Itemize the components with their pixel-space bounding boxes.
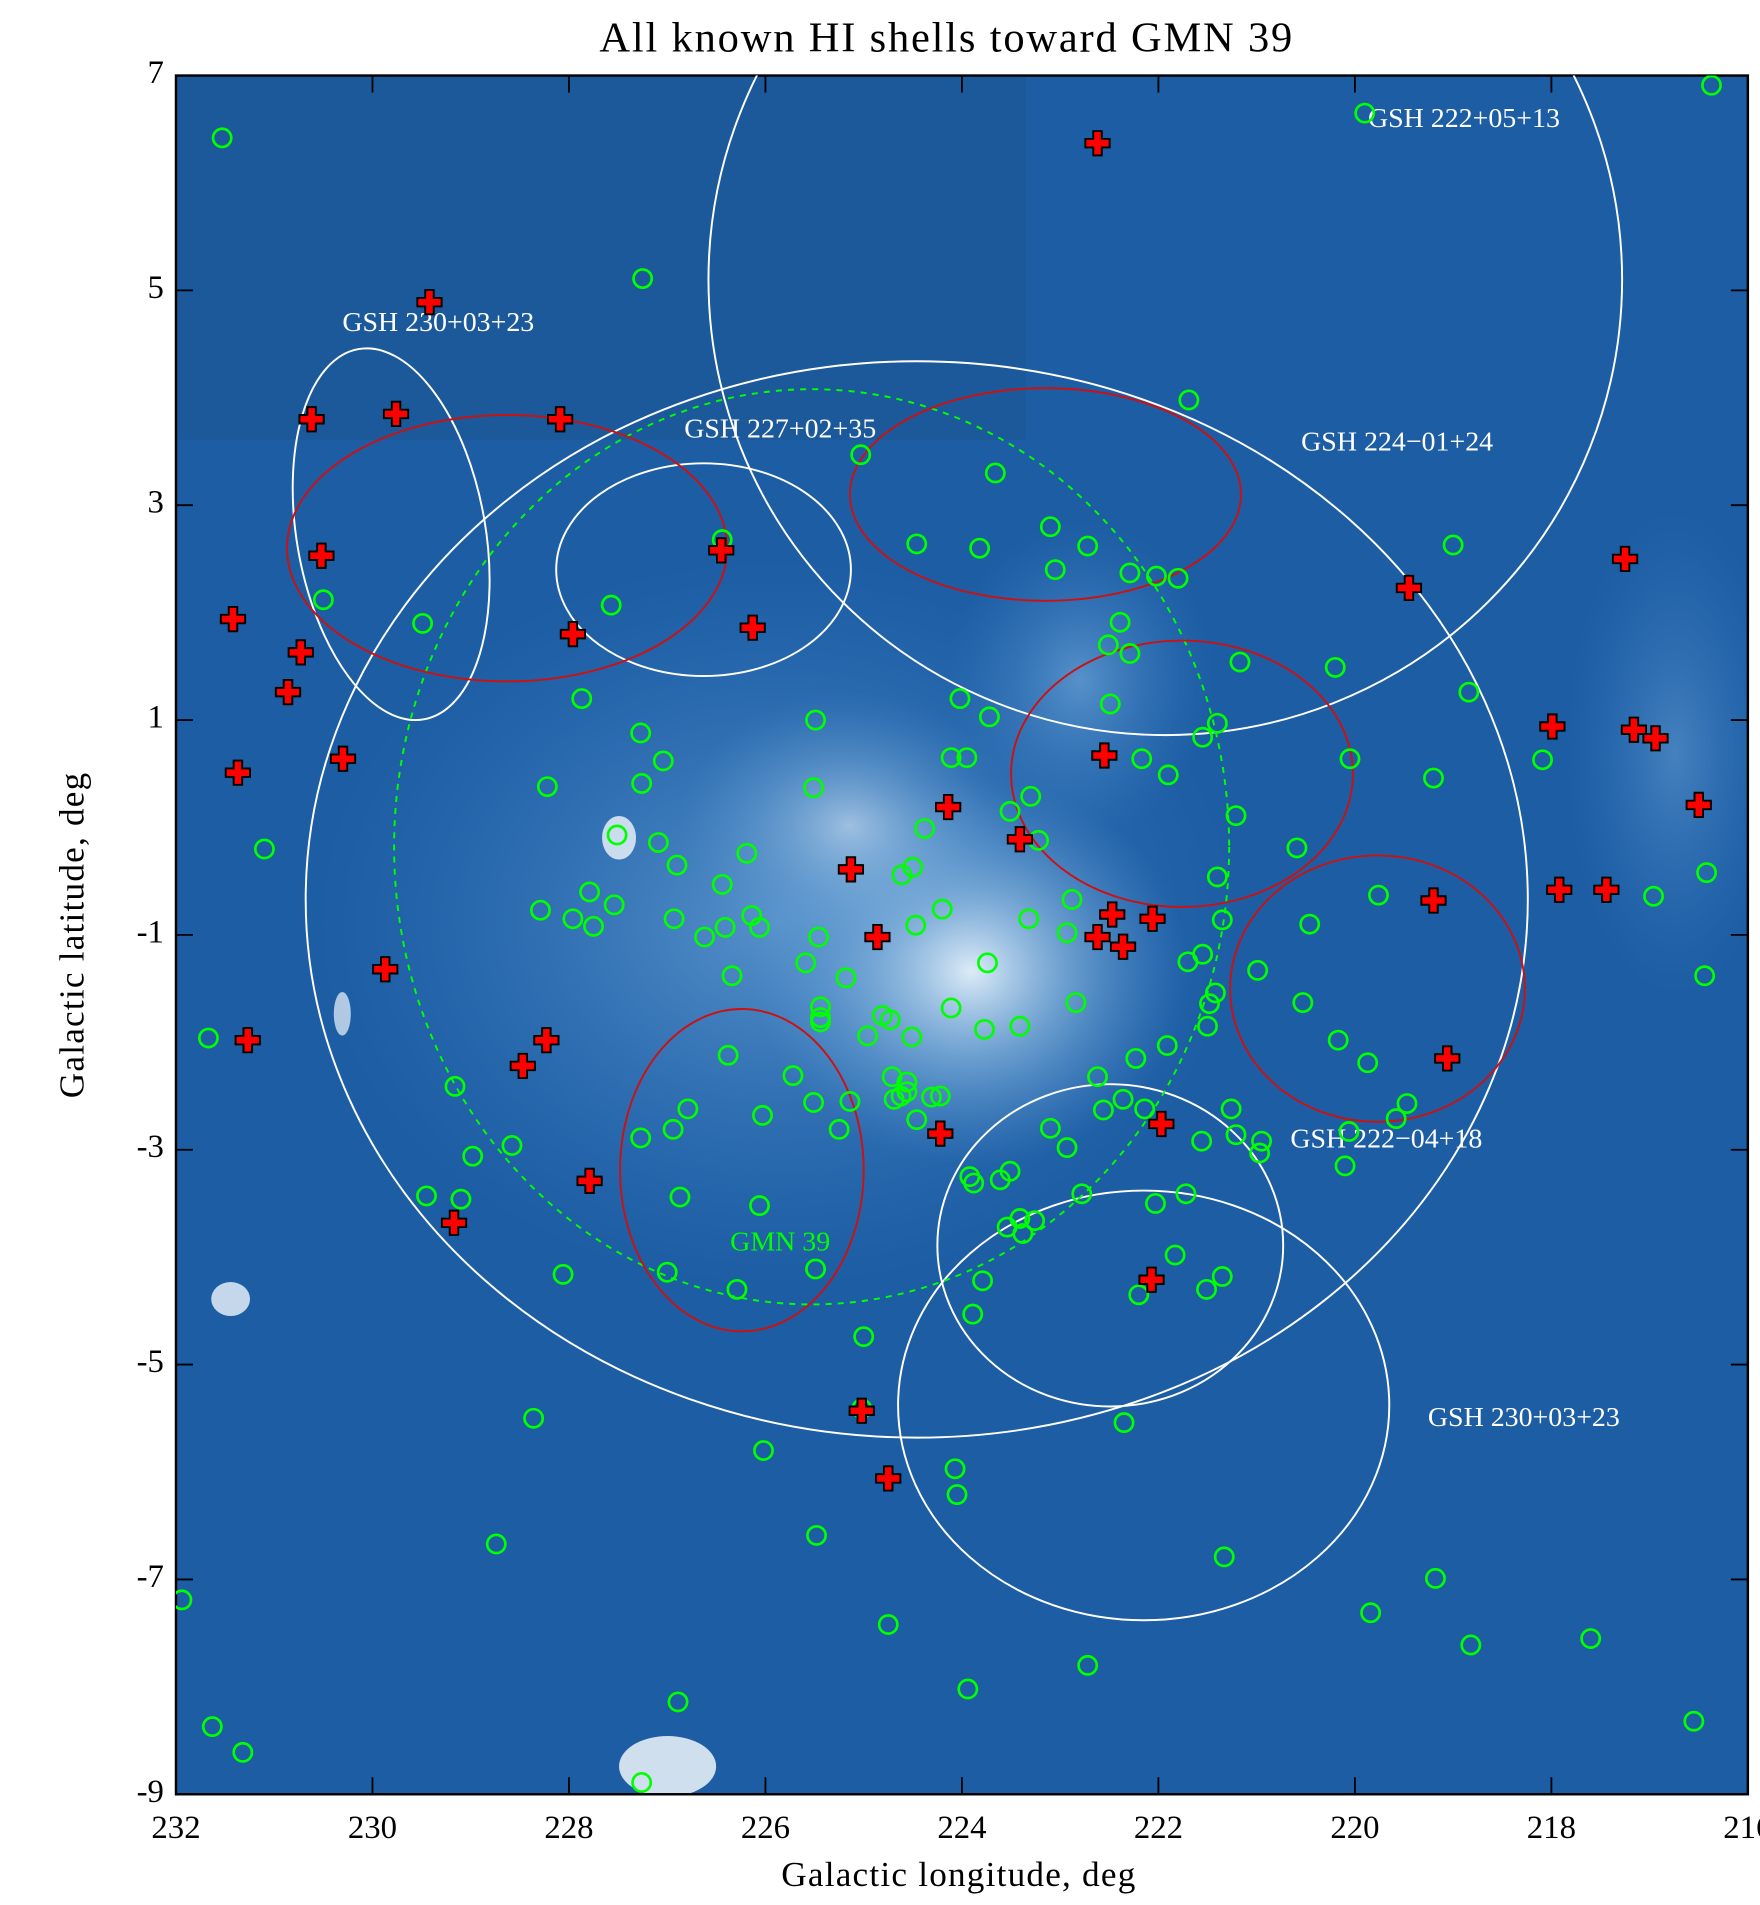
y-tick-label: 3 — [147, 485, 163, 521]
y-tick-label: -3 — [137, 1129, 164, 1165]
chart-title: All known HI shells toward GMN 39 — [599, 14, 1294, 61]
y-tick-label: 5 — [147, 270, 163, 306]
shell-label: GSH 222+05+13 — [1368, 103, 1560, 134]
x-tick-label: 220 — [1330, 1810, 1379, 1846]
y-tick-label: 7 — [147, 55, 163, 91]
y-tick-label: -5 — [137, 1344, 164, 1380]
x-tick-label: 216 — [1723, 1810, 1760, 1846]
x-tick-label: 222 — [1134, 1810, 1183, 1846]
x-axis-title: Galactic longitude, deg — [781, 1855, 1136, 1894]
shell-label: GSH 230+03+23 — [342, 307, 534, 338]
y-tick-label: 1 — [147, 700, 163, 736]
x-tick-label: 224 — [937, 1810, 986, 1846]
shell-label: GMN 39 — [730, 1227, 830, 1258]
y-tick-label: -7 — [137, 1559, 164, 1595]
chart: GSH 222+05+13 GSH 224−01+24 GSH 230+03+23 G… — [0, 0, 1760, 1905]
x-tick-label: 230 — [348, 1810, 397, 1846]
y-tick-label: -9 — [137, 1774, 164, 1810]
shell-label: GSH 224−01+24 — [1301, 426, 1493, 457]
x-tick-label: 218 — [1527, 1810, 1576, 1846]
shell-label: GSH 227+02+35 — [684, 414, 876, 445]
x-tick-label: 226 — [741, 1810, 790, 1846]
shell-label: GSH 230+03+23 — [1428, 1402, 1620, 1433]
y-axis-title: Galactic latitude, deg — [52, 772, 91, 1099]
y-tick-label: -1 — [137, 914, 164, 950]
x-tick-label: 232 — [151, 1810, 200, 1846]
x-tick-label: 228 — [544, 1810, 593, 1846]
shell-label: GSH 222−04+18 — [1290, 1124, 1482, 1155]
